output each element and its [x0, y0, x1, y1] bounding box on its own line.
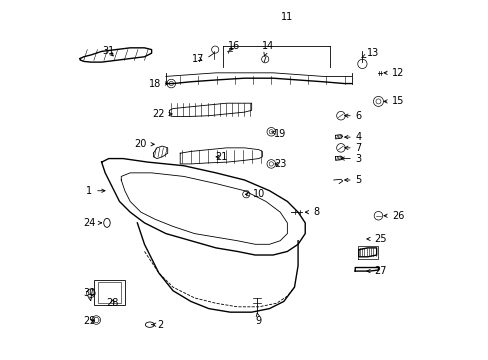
- Text: 9: 9: [255, 313, 261, 326]
- Text: 21: 21: [215, 152, 227, 162]
- Text: 8: 8: [305, 207, 318, 217]
- Text: 25: 25: [366, 234, 386, 244]
- Text: 24: 24: [83, 218, 102, 228]
- Text: 5: 5: [344, 175, 361, 185]
- Text: 17: 17: [191, 54, 204, 64]
- Text: 19: 19: [271, 129, 286, 139]
- Text: 7: 7: [344, 143, 361, 153]
- Bar: [94, 280, 124, 305]
- Text: 4: 4: [344, 132, 361, 142]
- Text: 16: 16: [227, 41, 240, 51]
- Text: 12: 12: [383, 68, 404, 78]
- Text: 13: 13: [361, 48, 379, 58]
- Text: 28: 28: [106, 298, 118, 308]
- Text: 31: 31: [102, 46, 115, 57]
- Text: 30: 30: [83, 288, 95, 301]
- Text: 27: 27: [366, 266, 386, 276]
- Text: 22: 22: [152, 109, 172, 119]
- Text: 29: 29: [83, 316, 95, 326]
- Text: 1: 1: [86, 186, 105, 196]
- Text: 23: 23: [273, 159, 286, 169]
- Text: 10: 10: [245, 189, 264, 199]
- Text: 26: 26: [383, 211, 404, 221]
- Text: 15: 15: [383, 96, 404, 107]
- Text: 20: 20: [134, 139, 154, 149]
- Text: 6: 6: [344, 111, 361, 121]
- Text: 18: 18: [149, 78, 168, 89]
- Text: 11: 11: [281, 13, 293, 22]
- Bar: [98, 282, 121, 303]
- Text: 2: 2: [152, 320, 163, 330]
- Text: 3: 3: [341, 154, 361, 163]
- Text: 14: 14: [261, 41, 273, 57]
